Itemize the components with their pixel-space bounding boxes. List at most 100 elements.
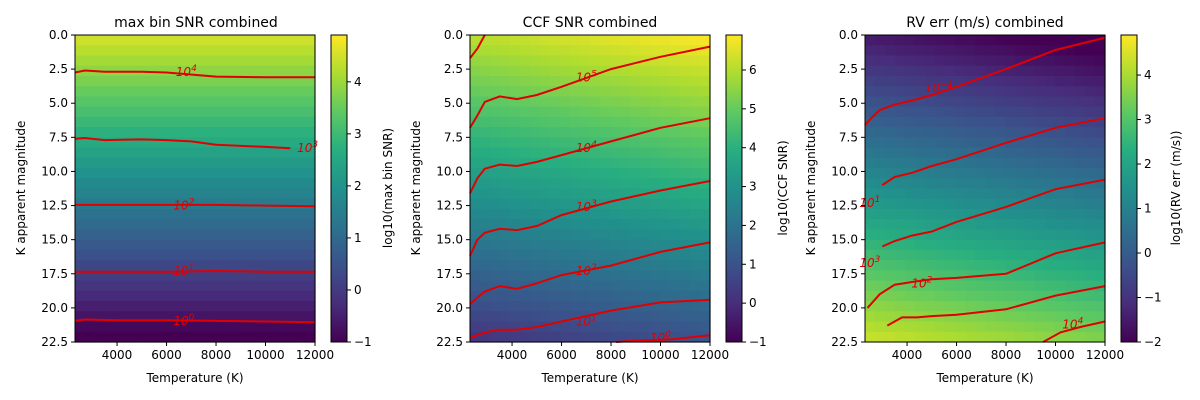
panel-2-heatmap-cell: [700, 35, 711, 46]
panel-2-heatmap-cell: [620, 127, 631, 138]
panel-1-heatmap-cell: [115, 208, 126, 220]
panel-3-heatmap-cell: [885, 75, 896, 87]
panel-1-heatmap-cell: [205, 75, 216, 87]
panel-3-heatmap-cell: [905, 188, 916, 200]
panel-1-heatmap-cell: [75, 260, 86, 271]
panel-3-heatmap-cell: [1015, 301, 1026, 312]
panel-3-heatmap-cell: [985, 75, 996, 87]
panel-3-heatmap-cell: [1075, 86, 1086, 97]
panel-2-heatmap-cell: [480, 290, 491, 302]
panel-3-heatmap-cell: [925, 96, 936, 108]
panel-2-heatmap-cell: [490, 157, 501, 169]
panel-2-heatmap-cell: [560, 75, 571, 87]
panel-3-heatmap-cell: [945, 280, 956, 292]
panel-3-heatmap-cell: [1035, 35, 1046, 46]
panel-1-heatmap-cell: [265, 208, 276, 220]
panel-3-heatmap-cell: [925, 229, 936, 241]
panel-1-heatmap-cell: [265, 311, 276, 323]
panel-2-heatmap-cell: [470, 331, 481, 343]
panel-1-heatmap-cell: [215, 75, 226, 87]
panel-1-heatmap-cell: [185, 106, 196, 118]
panel-2-heatmap-cell: [490, 270, 501, 282]
panel-2-heatmap-cell: [650, 106, 661, 118]
panel-2-heatmap-cell: [660, 116, 671, 128]
panel-1-heatmap-cell: [125, 96, 136, 108]
panel-3-heatmap-cell: [1095, 96, 1106, 108]
panel-2-heatmap-cell: [560, 157, 571, 169]
panel-3-heatmap-cell: [1065, 229, 1076, 241]
panel-3-heatmap-cell: [1035, 75, 1046, 87]
panel-2-heatmap-cell: [530, 249, 541, 261]
panel-3-heatmap-cell: [965, 301, 976, 312]
panel-3-colorbar-label: log10(RV err (m/s)): [1169, 131, 1183, 246]
panel-3-heatmap-cell: [965, 116, 976, 128]
panel-1-heatmap-cell: [275, 86, 286, 97]
panel-3-heatmap-cell: [1035, 249, 1046, 261]
panel-1-heatmap-cell: [165, 301, 176, 312]
panel-3-heatmap-cell: [1055, 321, 1066, 333]
panel-1-heatmap-cell: [115, 178, 126, 190]
panel-2-heatmap-cell: [690, 270, 701, 282]
panel-1-heatmap-cell: [275, 331, 286, 343]
panel-1-heatmap-cell: [165, 178, 176, 190]
panel-3-heatmap-cell: [1015, 147, 1026, 159]
panel-2-heatmap-cell: [510, 311, 521, 323]
panel-2-heatmap-cell: [600, 219, 611, 231]
panel-3-heatmap-cell: [1065, 188, 1076, 200]
panel-2-heatmap-cell: [500, 301, 511, 312]
panel-1-heatmap-cell: [75, 127, 86, 138]
panel-1-heatmap-cell: [105, 229, 116, 241]
panel-2-heatmap-cell: [490, 331, 501, 343]
panel-1-heatmap-cell: [75, 96, 86, 108]
panel-1-heatmap-cell: [265, 270, 276, 282]
panel-1-heatmap-cell: [105, 188, 116, 200]
panel-3-heatmap-cell: [1005, 86, 1016, 97]
panel-1-heatmap-cell: [285, 249, 296, 261]
panel-2-heatmap-cell: [650, 280, 661, 292]
panel-1-heatmap-cell: [215, 229, 226, 241]
panel-3-heatmap-cell: [1045, 311, 1056, 323]
panel-1-heatmap-cell: [305, 239, 316, 251]
panel-2-heatmap-cell: [600, 249, 611, 261]
panel-1-heatmap-cell: [275, 219, 286, 231]
panel-1-heatmap-cell: [265, 239, 276, 251]
panel-1-heatmap-cell: [105, 157, 116, 169]
panel-3-heatmap-cell: [1015, 157, 1026, 169]
panel-1-heatmap-cell: [235, 86, 246, 97]
panel-1-heatmap-cell: [145, 106, 156, 118]
panel-1-heatmap-cell: [275, 270, 286, 282]
panel-2-heatmap-cell: [610, 65, 621, 77]
panel-3-heatmap-cell: [885, 239, 896, 251]
panel-1-heatmap-cell: [225, 321, 236, 333]
panel-2-heatmap-cell: [540, 127, 551, 138]
panel-2-heatmap-cell: [590, 331, 601, 343]
panel-1-heatmap-cell: [215, 35, 226, 46]
panel-2-heatmap-cell: [550, 301, 561, 312]
panel-3-heatmap-cell: [945, 208, 956, 220]
panel-2-heatmap-cell: [660, 96, 671, 108]
panel-2-heatmap-cell: [650, 137, 661, 149]
panel-3-ytick-label: 22.5: [831, 335, 858, 349]
panel-2-heatmap-cell: [560, 86, 571, 97]
panel-3-heatmap-cell: [1085, 178, 1096, 190]
panel-2-heatmap-cell: [480, 311, 491, 323]
panel-1-heatmap-cell: [225, 75, 236, 87]
panel-1-heatmap-cell: [165, 116, 176, 128]
panel-1-heatmap-cell: [225, 65, 236, 77]
panel-3-heatmap-cell: [885, 178, 896, 190]
panel-1-heatmap-cell: [225, 280, 236, 292]
panel-2-heatmap-cell: [500, 311, 511, 323]
panel-1-heatmap-cell: [255, 311, 266, 323]
panel-3-heatmap-cell: [875, 147, 886, 159]
panel-3-heatmap-cell: [905, 55, 916, 67]
panel-3-heatmap-cell: [945, 116, 956, 128]
panel-1-heatmap-cell: [235, 75, 246, 87]
panel-3-heatmap-cell: [1035, 301, 1046, 312]
panel-1-heatmap-cell: [275, 311, 286, 323]
panel-1-heatmap-cell: [175, 75, 186, 87]
panel-1-heatmap-cell: [95, 157, 106, 169]
panel-3-heatmap-cell: [985, 219, 996, 231]
panel-1-heatmap-cell: [255, 65, 266, 77]
panel-2-heatmap-cell: [500, 55, 511, 67]
panel-2-heatmap-cell: [510, 270, 521, 282]
